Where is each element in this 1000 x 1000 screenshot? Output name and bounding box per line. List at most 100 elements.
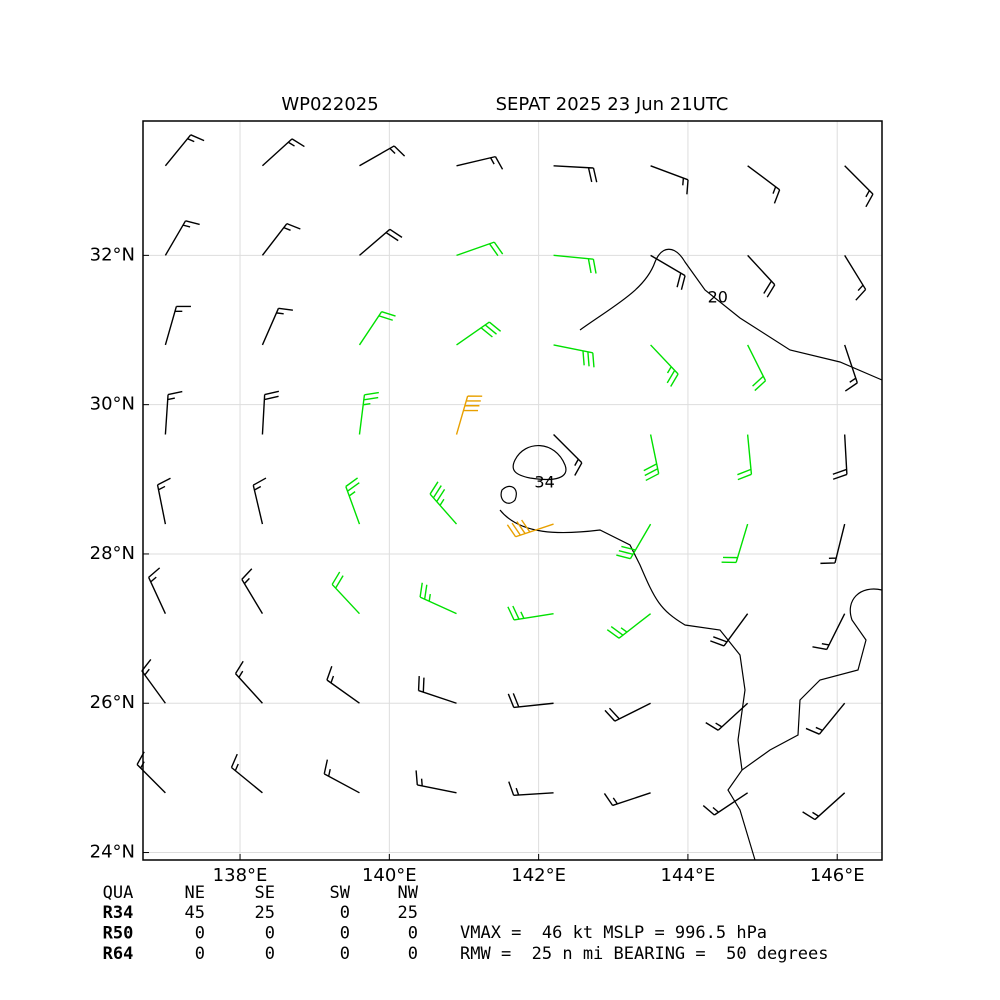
wind-barb	[802, 792, 846, 821]
wind-barb	[737, 434, 753, 481]
wind-barb	[455, 395, 483, 435]
y-tick-label: 32°N	[90, 244, 135, 265]
wind-barb	[643, 434, 660, 482]
y-tick-label: 30°N	[90, 394, 135, 415]
title-left: WP022025	[281, 94, 378, 115]
wind-barb	[331, 571, 360, 615]
wind-barb	[359, 145, 406, 167]
wind-barb	[156, 477, 171, 525]
table-cell: 0	[340, 944, 350, 964]
wind-barb	[261, 138, 305, 167]
table-cell: 0	[195, 944, 205, 964]
table-cell: 25	[255, 903, 275, 923]
y-tick-label: 24°N	[90, 842, 135, 863]
wind-barb	[359, 228, 403, 256]
wind-barb	[650, 344, 679, 387]
wind-barb	[553, 254, 597, 274]
wind-barb	[506, 519, 554, 538]
x-tick-label: 142°E	[511, 865, 566, 886]
stats-line: VMAX = 46 kt MSLP = 996.5 hPa	[460, 923, 767, 943]
wind-barb	[812, 613, 846, 651]
contour-label: 34	[534, 473, 554, 492]
wind-barb	[230, 753, 263, 794]
wind-barb	[603, 792, 651, 807]
wind-barb	[721, 523, 749, 564]
contour-line	[500, 445, 567, 504]
wind-barb	[604, 702, 651, 722]
x-tick-label: 140°E	[362, 865, 417, 886]
row-label: R64	[103, 944, 134, 964]
table-header: NE	[185, 883, 205, 903]
wind-barb	[141, 658, 166, 704]
table-cell: 0	[195, 924, 205, 944]
table-cell: 0	[340, 924, 350, 944]
wind-barb	[747, 165, 781, 204]
wind-barb	[616, 523, 652, 560]
wind-barb	[456, 241, 504, 257]
wind-barb	[136, 751, 166, 794]
table-header: NW	[398, 883, 419, 903]
y-tick-label: 26°N	[90, 692, 135, 713]
barb-layer	[136, 134, 874, 821]
wind-barb	[261, 390, 280, 435]
wind-barb	[553, 434, 583, 476]
wind-barb	[164, 390, 183, 435]
wind-barb	[252, 477, 267, 525]
wind-barb	[358, 310, 396, 346]
wind-barb	[261, 307, 293, 346]
table-cell: 0	[408, 924, 418, 944]
x-tick-label: 138°E	[213, 865, 268, 886]
label-layer: 138°E 140°E 142°E 144°E 146°E 24°N 26°N 28°N 30°…	[90, 244, 865, 886]
wind-barb	[710, 613, 749, 647]
table-header: QUA	[103, 883, 134, 903]
wind-barb	[844, 254, 867, 301]
wind-barb	[650, 254, 686, 290]
grid-layer	[143, 121, 882, 860]
wind-barb	[820, 523, 846, 565]
wind-barb	[508, 781, 554, 797]
wind-barb	[705, 702, 749, 731]
table-header: SW	[330, 883, 351, 903]
wind-barb	[147, 567, 167, 614]
table-header: SE	[255, 883, 275, 903]
wind-barb	[323, 759, 360, 794]
wind-barb	[417, 676, 457, 704]
row-label: R34	[103, 903, 134, 923]
wind-barb	[456, 321, 502, 346]
wind-barb	[606, 613, 652, 639]
wind-barb	[358, 391, 379, 435]
wind-barb	[553, 165, 598, 183]
contour-label: 20	[708, 287, 728, 306]
wind-barb	[844, 165, 874, 208]
x-tick-label: 146°E	[810, 865, 865, 886]
wind-barb	[164, 134, 205, 167]
wind-barb	[507, 605, 554, 621]
wind-barb	[429, 481, 458, 525]
wind-barb	[415, 770, 457, 794]
wind-barb	[456, 155, 504, 170]
wind-barb	[241, 568, 264, 615]
wind-barb	[507, 693, 554, 709]
wind-barb	[261, 223, 301, 256]
table-cell: 45	[185, 903, 205, 923]
table-cell: 25	[398, 903, 418, 923]
stats-line: RMW = 25 n mi BEARING = 50 degrees	[460, 944, 828, 964]
wind-barb	[164, 305, 191, 346]
wind-barb	[805, 702, 846, 735]
wind-barb	[553, 344, 595, 368]
row-label: R50	[103, 924, 134, 944]
wind-barb	[326, 666, 360, 704]
table-cell: 0	[265, 924, 275, 944]
wind-barb	[747, 344, 767, 392]
wind-barb	[234, 660, 263, 704]
wind-barb	[747, 254, 776, 298]
title-right: SEPAT 2025 23 Jun 21UTC	[496, 94, 729, 115]
wind-barb	[345, 477, 361, 525]
wind-barb	[650, 165, 689, 195]
map-frame	[142, 120, 883, 861]
table-cell: 0	[408, 944, 418, 964]
table-cell: 0	[340, 903, 350, 923]
contour-line	[499, 248, 883, 861]
